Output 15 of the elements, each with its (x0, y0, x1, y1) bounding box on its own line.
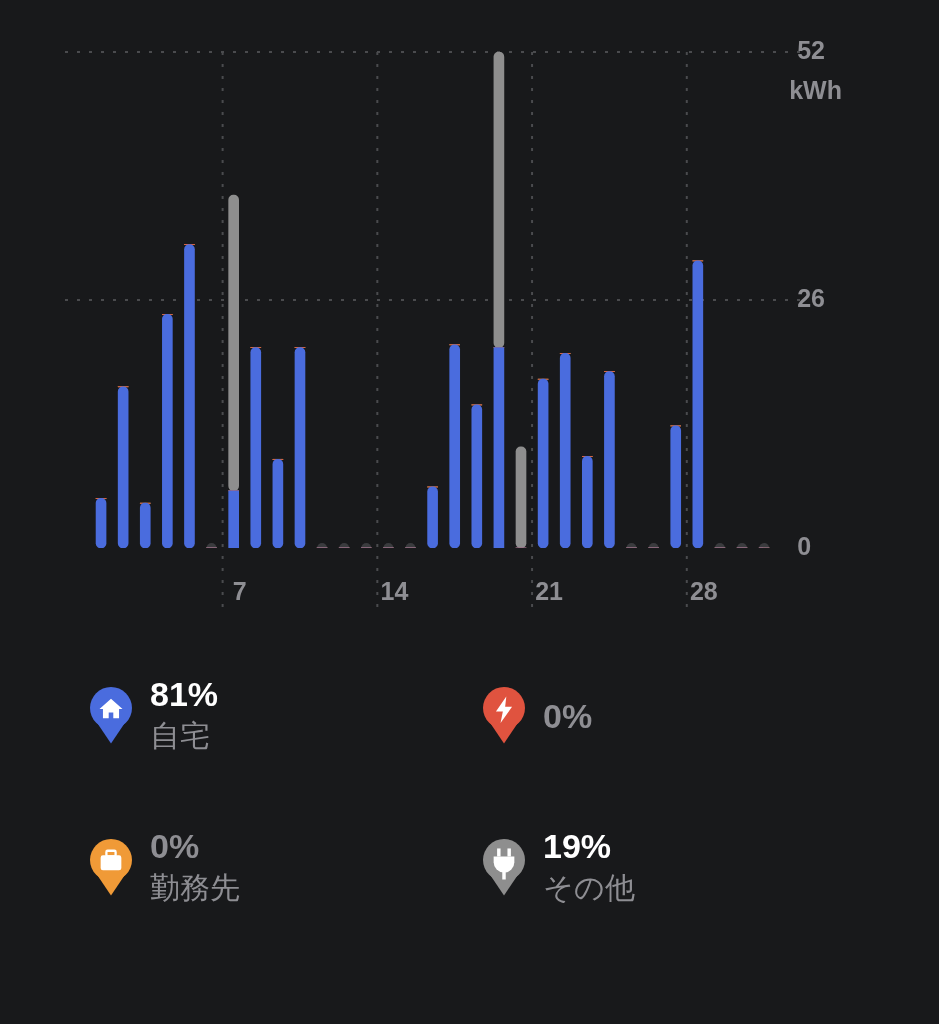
y-tick-label: 52 (797, 35, 825, 64)
legend-label: 勤務先 (150, 869, 240, 907)
text: 0% (543, 696, 593, 736)
legend-label: その他 (543, 869, 635, 907)
x-tick-label: 21 (535, 576, 564, 605)
y-tick-label: 26 (797, 283, 825, 312)
y-tick-label: 0 (797, 531, 812, 560)
text: 19% (543, 827, 613, 866)
x-tick-label: 28 (689, 576, 718, 605)
x-tick-label: 14 (380, 576, 409, 605)
x-tick-label: 7 (232, 576, 247, 605)
text: 81% (150, 675, 219, 714)
y-axis-title: kWh (789, 75, 842, 104)
legend-label: 自宅 (150, 717, 211, 755)
text: 0% (150, 827, 201, 866)
